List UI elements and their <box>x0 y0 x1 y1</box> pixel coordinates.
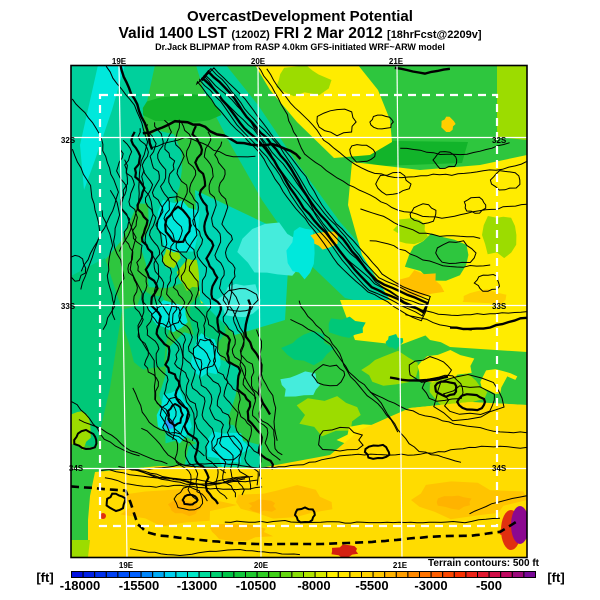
svg-text:-18000: -18000 <box>60 578 100 593</box>
svg-text:19E: 19E <box>119 561 134 570</box>
svg-text:-3000: -3000 <box>414 578 447 593</box>
svg-text:33S: 33S <box>492 302 507 311</box>
svg-text:Terrain contours: 500 ft: Terrain contours: 500 ft <box>428 558 540 569</box>
svg-text:[ft]: [ft] <box>36 570 53 585</box>
svg-text:20E: 20E <box>251 57 266 66</box>
svg-text:-15500: -15500 <box>119 578 159 593</box>
svg-text:21E: 21E <box>389 57 404 66</box>
svg-text:32S: 32S <box>61 136 76 145</box>
svg-text:-500: -500 <box>476 578 502 593</box>
svg-text:33S: 33S <box>61 302 76 311</box>
svg-text:32S: 32S <box>492 136 507 145</box>
svg-text:19E: 19E <box>112 57 127 66</box>
svg-text:34S: 34S <box>492 464 507 473</box>
svg-text:-5500: -5500 <box>355 578 388 593</box>
svg-text:21E: 21E <box>393 561 408 570</box>
svg-text:34S: 34S <box>69 464 84 473</box>
svg-text:[ft]: [ft] <box>547 570 564 585</box>
svg-text:OvercastDevelopment Potential: OvercastDevelopment Potential <box>187 8 413 25</box>
svg-text:-10500: -10500 <box>236 578 276 593</box>
svg-text:-13000: -13000 <box>177 578 217 593</box>
svg-text:20E: 20E <box>254 561 269 570</box>
svg-text:Dr.Jack BLIPMAP from RASP 4.0k: Dr.Jack BLIPMAP from RASP 4.0km GFS-init… <box>155 42 445 52</box>
svg-text:Valid 1400 LST (1200Z) FRI 2 M: Valid 1400 LST (1200Z) FRI 2 Mar 2012 [1… <box>118 25 481 42</box>
svg-text:-8000: -8000 <box>297 578 330 593</box>
